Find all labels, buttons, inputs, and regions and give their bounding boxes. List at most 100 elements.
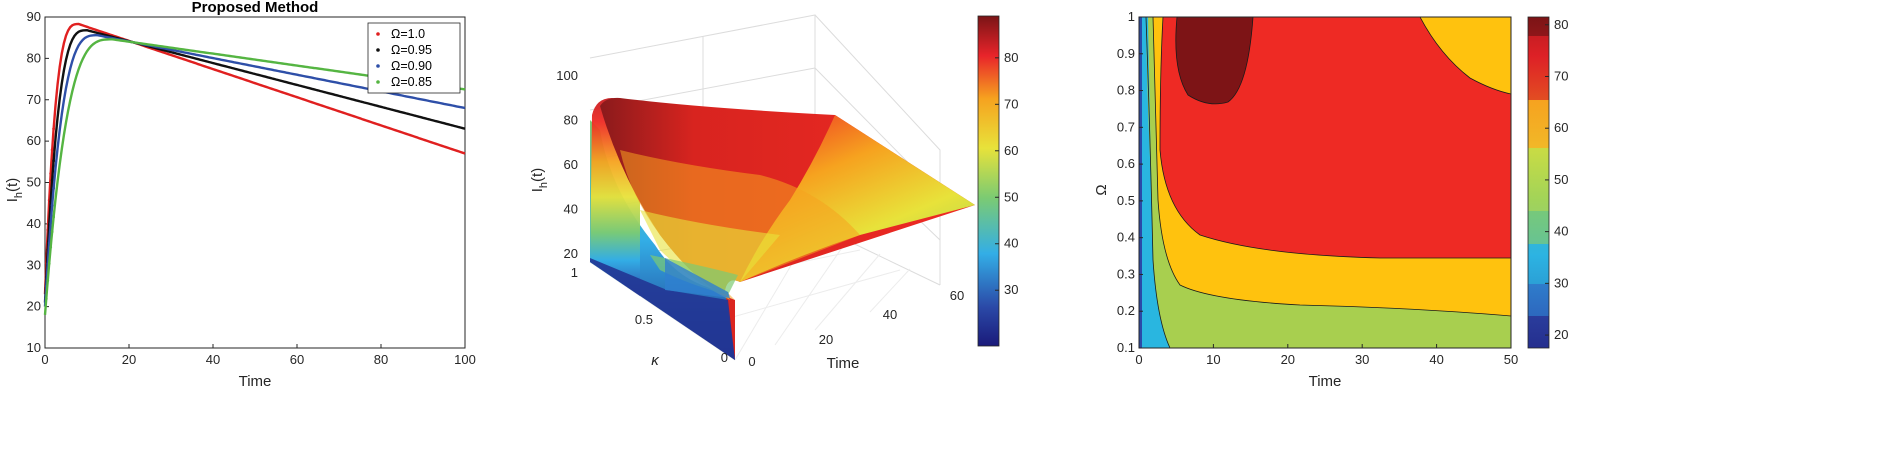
colorbar-tick-label: 70 — [1004, 96, 1018, 111]
line-chart-y-axis-label: Ih(t) — [4, 178, 25, 202]
contour-level-blue-strip — [1139, 17, 1142, 348]
z-label-main: I — [529, 188, 546, 192]
colorbar-tick-label: 70 — [1554, 68, 1568, 83]
colorbar-tick-label: 20 — [1554, 327, 1568, 342]
contour-level-yellow-corner — [1420, 17, 1511, 94]
contour-colorbar — [1527, 16, 1550, 349]
legend-label-3: Ω=0.85 — [391, 75, 432, 89]
x-tick-label: 20 — [122, 352, 136, 367]
z-tick-label: 100 — [556, 68, 578, 83]
y-tick-label: 0.7 — [1117, 119, 1135, 134]
colorbar-tick-label: 50 — [1554, 172, 1568, 187]
x-tick-label: 50 — [1504, 352, 1518, 367]
legend-marker-0 — [376, 32, 380, 36]
y-tick-label: 90 — [27, 9, 41, 24]
series-point-3 — [52, 215, 56, 219]
z-tick-label: 80 — [564, 113, 578, 128]
contour-level-yellow — [1148, 17, 1511, 348]
colorbar-tick-label: 30 — [1004, 282, 1018, 297]
y-tick-label: 0.4 — [1117, 230, 1135, 245]
y-tick-label: 80 — [27, 50, 41, 65]
surface-colorbar — [977, 15, 1000, 347]
series-point-2 — [50, 203, 54, 207]
y-label-main: I — [4, 198, 21, 202]
colorbar-tick-label: 40 — [1004, 236, 1018, 251]
y-tick-label: 0.3 — [1117, 266, 1135, 281]
contour-chart-panel: 0 10 20 30 40 50 0.1 0.2 0.3 0.4 0.5 0.6 0.7 0.8 0.9 1… — [1093, 9, 1568, 390]
x-tick-label: 80 — [374, 352, 388, 367]
x-tick-label: 10 — [1206, 352, 1220, 367]
surface-x-axis-label: Time — [827, 355, 860, 372]
surface-chart-panel: 20 40 60 80 100 1 0.5 0 0 20 40 60 Ih(t) κ Time 3… — [529, 14, 1018, 372]
y-tick-label: 0.6 — [1117, 156, 1135, 171]
legend-label-1: Ω=0.95 — [391, 43, 432, 57]
y-tick-label: 0.2 — [1117, 303, 1135, 318]
contour-y-axis-label: Ω — [1093, 184, 1110, 195]
series-point-3 — [47, 262, 51, 265]
y-tick-label: 20 — [27, 299, 41, 314]
series-point-3 — [49, 245, 53, 249]
y-tick-label: 1 — [1128, 9, 1135, 24]
colorbar-tick-label: 40 — [1554, 224, 1568, 239]
y-tick-label: 40 — [27, 216, 41, 231]
colorbar-tick-label: 80 — [1554, 17, 1568, 32]
line-chart-panel: 0 20 40 60 80 100 10 20 30 40 50 60 70 80 90 Proposed… — [4, 0, 476, 390]
kappa-tick-label: 0 — [721, 350, 728, 365]
y-label-sub: h — [13, 192, 25, 198]
z-label-tail: (t) — [529, 168, 546, 182]
kappa-tick-label: 0.5 — [635, 312, 653, 327]
line-chart-legend: Ω=1.0 Ω=0.95 Ω=0.90 Ω=0.85 — [367, 22, 461, 94]
surface-y-axis-label: κ — [651, 352, 660, 369]
series-point-1 — [50, 178, 54, 182]
x-tick-label: 0 — [1135, 352, 1142, 367]
time-tick-label: 40 — [883, 307, 897, 322]
line-chart-title: Proposed Method — [192, 0, 319, 16]
x-tick-label: 30 — [1355, 352, 1369, 367]
contour-level-darkred — [1175, 17, 1253, 104]
x-tick-label: 60 — [290, 352, 304, 367]
y-tick-label: 60 — [27, 133, 41, 148]
contour-plot-area — [1138, 16, 1512, 349]
y-tick-label: 30 — [27, 257, 41, 272]
time-tick-label: 0 — [748, 354, 755, 369]
legend-box — [367, 22, 461, 94]
kappa-tick-label: 1 — [571, 265, 578, 280]
series-line-0 — [43, 22, 466, 295]
surface-mesh — [590, 97, 975, 361]
colorbar-tick-label: 50 — [1004, 189, 1018, 204]
series-point-3 — [44, 297, 48, 301]
time-tick-label: 20 — [819, 332, 833, 347]
x-tick-label: 0 — [41, 352, 48, 367]
legend-marker-2 — [376, 64, 380, 68]
y-tick-label: 70 — [27, 92, 41, 107]
x-tick-label: 40 — [1429, 352, 1443, 367]
colorbar-tick-label: 60 — [1004, 143, 1018, 158]
time-tick-label: 60 — [950, 288, 964, 303]
x-tick-label: 20 — [1281, 352, 1295, 367]
series-point-1 — [52, 159, 56, 163]
x-tick-label: 100 — [454, 352, 476, 367]
series-point-0 — [50, 148, 54, 152]
y-tick-label: 10 — [27, 340, 41, 355]
series-point-3 — [50, 230, 54, 234]
y-label-tail: (t) — [4, 178, 21, 192]
y-tick-label: 0.8 — [1117, 83, 1135, 98]
y-tick-label: 50 — [27, 175, 41, 190]
z-label-sub: h — [538, 182, 550, 188]
colorbar-tick-label: 60 — [1554, 120, 1568, 135]
x-tick-label: 40 — [206, 352, 220, 367]
legend-label-0: Ω=1.0 — [391, 27, 425, 41]
y-tick-label: 0.5 — [1117, 193, 1135, 208]
z-tick-label: 20 — [564, 246, 578, 261]
series-point-2 — [49, 222, 53, 225]
contour-x-axis-label: Time — [1309, 373, 1342, 390]
colorbar-tick-label: 80 — [1004, 50, 1018, 65]
series-point-0 — [49, 172, 53, 175]
surface-z-axis-label: Ih(t) — [529, 168, 550, 192]
y-tick-label: 0.1 — [1117, 340, 1135, 355]
z-tick-label: 60 — [564, 157, 578, 172]
legend-label-2: Ω=0.90 — [391, 59, 432, 73]
y-tick-label: 0.9 — [1117, 46, 1135, 61]
series-point-0 — [52, 127, 56, 131]
